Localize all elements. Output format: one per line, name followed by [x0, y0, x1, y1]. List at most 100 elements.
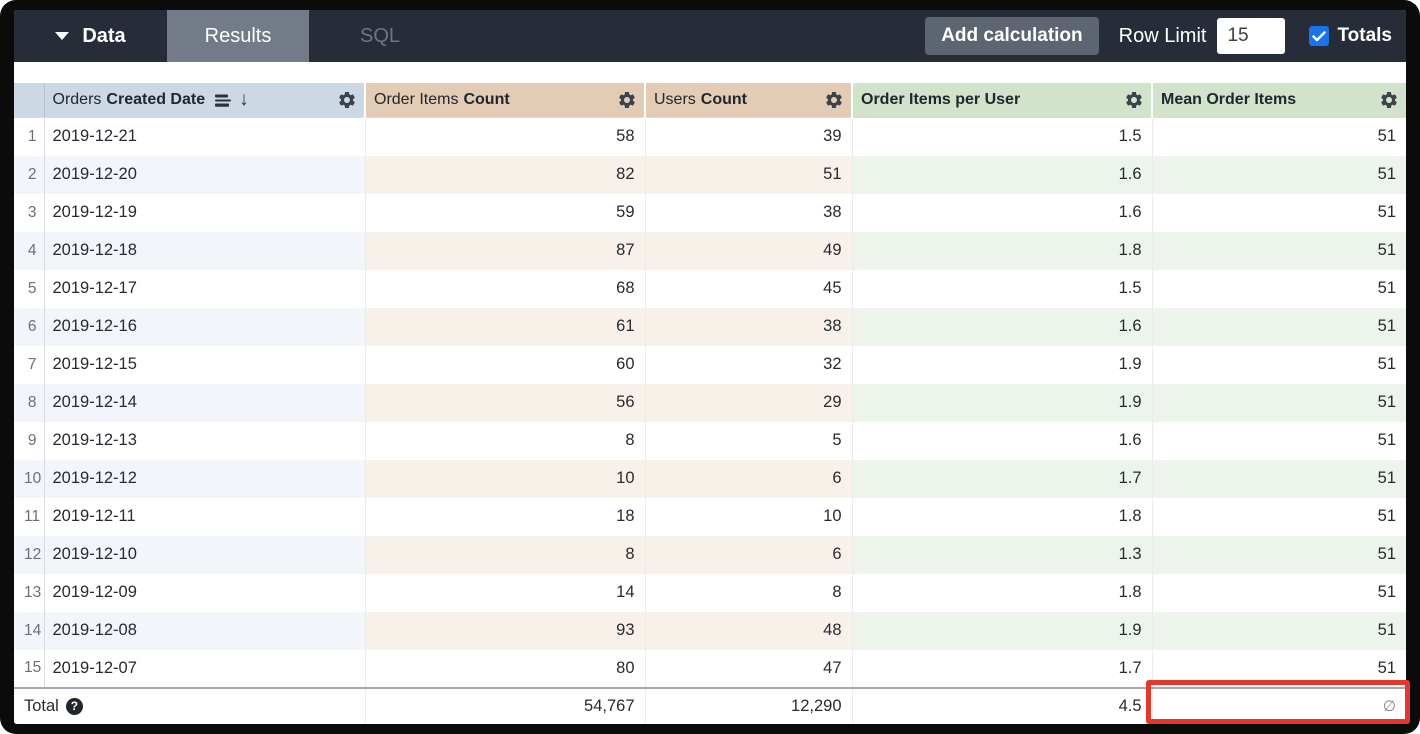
cell-users-count[interactable]: 45: [645, 269, 853, 308]
cell-mean-order-items[interactable]: 51: [1377, 658, 1396, 677]
column-header-mean-order-items[interactable]: Mean Order Items: [1152, 83, 1406, 118]
cell-mean-order-items[interactable]: 51: [1152, 535, 1406, 574]
gear-icon[interactable]: [617, 90, 637, 110]
cell-order-items-per-user[interactable]: 1.5: [852, 117, 1153, 156]
cell-order-items-count[interactable]: 80: [365, 649, 646, 688]
cell-users-count[interactable]: 29: [645, 383, 853, 422]
cell-mean-order-items[interactable]: 51: [1152, 611, 1406, 650]
cell-orders-created-date[interactable]: 2019-12-07: [44, 649, 366, 688]
header-label: Mean Order Items: [1161, 91, 1297, 108]
cell-order-items-per-user[interactable]: 1.5: [852, 269, 1153, 308]
cell-order-items-per-user[interactable]: 1.6: [852, 307, 1153, 346]
cell-orders-created-date[interactable]: 2019-12-18: [44, 231, 366, 270]
row-limit-input[interactable]: [1217, 18, 1286, 54]
cell-mean-order-items[interactable]: 51: [1377, 203, 1396, 221]
cell-order-items-count[interactable]: 18: [365, 497, 646, 536]
cell-order-items-count[interactable]: 10: [365, 459, 646, 498]
row-number: 2: [14, 155, 45, 194]
cell-mean-order-items[interactable]: 51: [1152, 383, 1406, 422]
cell-order-items-count[interactable]: 59: [365, 193, 646, 232]
cell-order-items-count[interactable]: 82: [365, 155, 646, 194]
tab-sql[interactable]: SQL: [309, 10, 451, 62]
gear-icon[interactable]: [824, 90, 844, 110]
cell-order-items-count[interactable]: 14: [365, 573, 646, 612]
cell-order-items-per-user[interactable]: 1.7: [852, 649, 1153, 688]
cell-orders-created-date[interactable]: 2019-12-09: [44, 573, 366, 612]
header-label-bold: Count: [463, 91, 510, 108]
cell-order-items-per-user[interactable]: 1.6: [852, 421, 1153, 460]
cell-mean-order-items[interactable]: 51: [1377, 583, 1396, 601]
cell-mean-order-items[interactable]: 51: [1377, 279, 1396, 297]
total-users-count[interactable]: 12,290: [645, 686, 853, 724]
cell-orders-created-date[interactable]: 2019-12-20: [44, 155, 366, 194]
cell-order-items-count[interactable]: 8: [365, 421, 646, 460]
cell-users-count[interactable]: 5: [645, 421, 853, 460]
cell-mean-order-items[interactable]: 51: [1377, 507, 1396, 525]
cell-mean-order-items[interactable]: 51: [1152, 459, 1406, 498]
cell-mean-order-items[interactable]: 51: [1152, 155, 1406, 194]
row-number: 15: [14, 649, 45, 688]
cell-users-count[interactable]: 38: [645, 307, 853, 346]
cell-mean-order-items[interactable]: 51: [1152, 231, 1406, 270]
cell-mean-order-items[interactable]: 51: [1377, 355, 1396, 373]
cell-users-count[interactable]: 49: [645, 231, 853, 270]
cell-users-count[interactable]: 6: [645, 459, 853, 498]
cell-orders-created-date[interactable]: 2019-12-21: [44, 117, 366, 156]
cell-users-count[interactable]: 10: [645, 497, 853, 536]
data-section-toggle[interactable]: Data: [14, 10, 167, 62]
help-icon[interactable]: ?: [65, 697, 83, 715]
tab-results[interactable]: Results: [167, 10, 309, 62]
cell-order-items-count[interactable]: 93: [365, 611, 646, 650]
cell-order-items-count[interactable]: 56: [365, 383, 646, 422]
cell-mean-order-items[interactable]: 51: [1377, 127, 1396, 146]
cell-users-count[interactable]: 39: [645, 117, 853, 156]
cell-users-count[interactable]: 38: [645, 193, 853, 232]
column-header-order-items-per-user[interactable]: Order Items per User: [852, 83, 1153, 118]
table-row: 8 2019-12-14 56 29 1.9 51: [14, 383, 1406, 422]
cell-users-count[interactable]: 51: [645, 155, 853, 194]
cell-orders-created-date[interactable]: 2019-12-12: [44, 459, 366, 498]
total-order-items-count[interactable]: 54,767: [365, 686, 646, 724]
cell-mean-order-items[interactable]: 51: [1377, 431, 1396, 449]
column-header-order-items-count[interactable]: Order Items Count: [365, 83, 646, 118]
cell-orders-created-date[interactable]: 2019-12-15: [44, 345, 366, 384]
cell-orders-created-date[interactable]: 2019-12-08: [44, 611, 366, 650]
gear-icon[interactable]: [337, 90, 357, 110]
cell-order-items-per-user[interactable]: 1.6: [852, 193, 1153, 232]
cell-order-items-per-user[interactable]: 1.6: [852, 155, 1153, 194]
cell-order-items-per-user[interactable]: 1.9: [852, 383, 1153, 422]
cell-orders-created-date[interactable]: 2019-12-10: [44, 535, 366, 574]
cell-users-count[interactable]: 48: [645, 611, 853, 650]
cell-users-count[interactable]: 6: [645, 535, 853, 574]
cell-order-items-count[interactable]: 87: [365, 231, 646, 270]
cell-users-count[interactable]: 47: [645, 649, 853, 688]
gear-icon[interactable]: [1124, 90, 1144, 110]
cell-order-items-count[interactable]: 60: [365, 345, 646, 384]
cell-order-items-count[interactable]: 68: [365, 269, 646, 308]
cell-mean-order-items[interactable]: 51: [1152, 307, 1406, 346]
cell-order-items-count[interactable]: 8: [365, 535, 646, 574]
cell-users-count[interactable]: 32: [645, 345, 853, 384]
cell-orders-created-date[interactable]: 2019-12-16: [44, 307, 366, 346]
table-row: 4 2019-12-18 87 49 1.8 51: [14, 231, 1406, 270]
gear-icon[interactable]: [1379, 90, 1399, 110]
add-calculation-button[interactable]: Add calculation: [925, 17, 1099, 55]
cell-orders-created-date[interactable]: 2019-12-17: [44, 269, 366, 308]
cell-orders-created-date[interactable]: 2019-12-14: [44, 383, 366, 422]
cell-order-items-count[interactable]: 58: [365, 117, 646, 156]
cell-order-items-per-user[interactable]: 1.9: [852, 611, 1153, 650]
cell-order-items-per-user[interactable]: 1.8: [852, 231, 1153, 270]
cell-order-items-per-user[interactable]: 1.8: [852, 573, 1153, 612]
cell-order-items-per-user[interactable]: 1.3: [852, 535, 1153, 574]
cell-users-count[interactable]: 8: [645, 573, 853, 612]
cell-order-items-per-user[interactable]: 1.9: [852, 345, 1153, 384]
cell-orders-created-date[interactable]: 2019-12-11: [44, 497, 366, 536]
cell-orders-created-date[interactable]: 2019-12-19: [44, 193, 366, 232]
cell-orders-created-date[interactable]: 2019-12-13: [44, 421, 366, 460]
cell-order-items-per-user[interactable]: 1.8: [852, 497, 1153, 536]
cell-order-items-count[interactable]: 61: [365, 307, 646, 346]
totals-checkbox[interactable]: [1309, 26, 1330, 46]
column-header-users-count[interactable]: Users Count: [645, 83, 853, 118]
cell-order-items-per-user[interactable]: 1.7: [852, 459, 1153, 498]
column-header-orders-created-date[interactable]: Orders Created Date ↓: [44, 83, 366, 118]
